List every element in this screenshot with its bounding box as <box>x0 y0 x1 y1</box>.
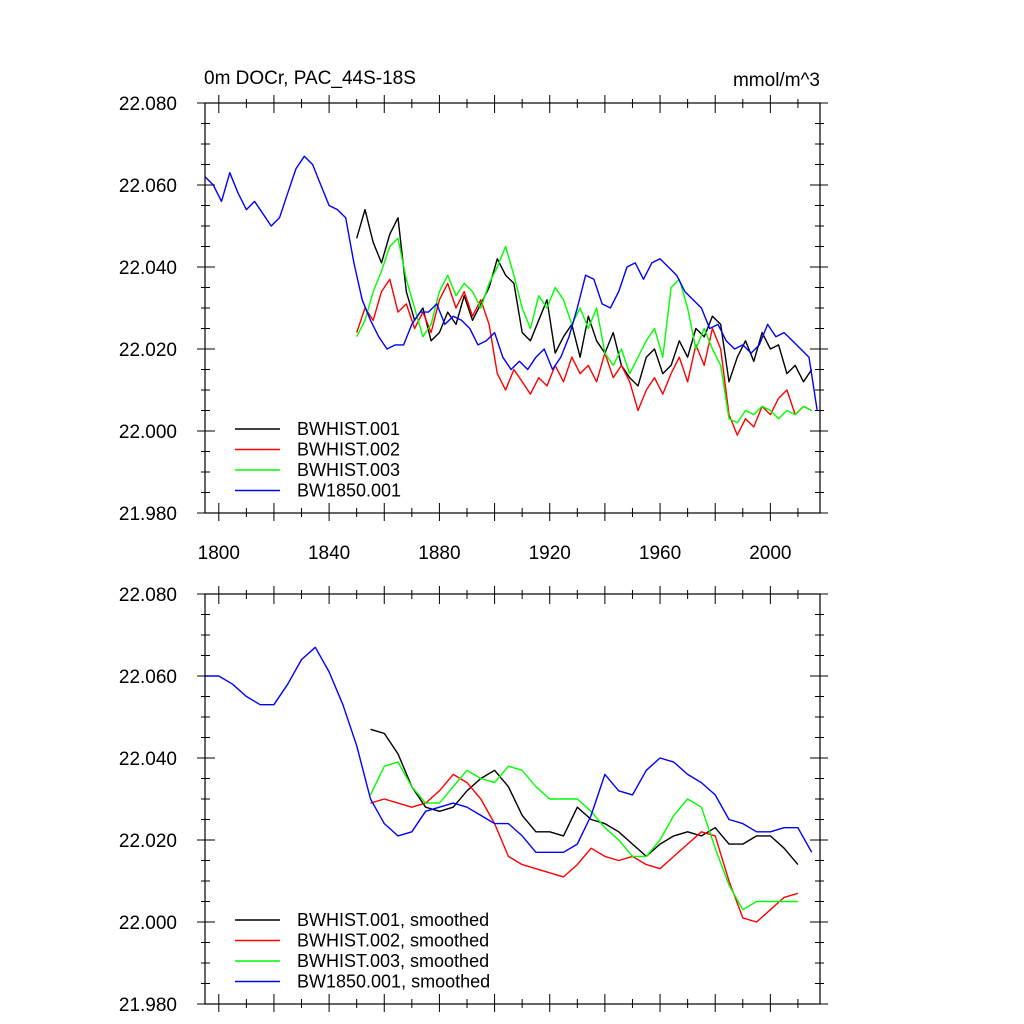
bottom-plot-frame <box>204 593 821 1005</box>
bottom-ytick-label: 22.040 <box>119 749 177 770</box>
top-ytick-label: 22.020 <box>119 340 177 361</box>
top-xtick-label: 1960 <box>639 543 681 564</box>
bottom-series-line-4 <box>205 646 813 853</box>
bottom-ytick-label: 21.980 <box>119 995 177 1016</box>
top-ytick-label: 22.000 <box>119 422 177 443</box>
top-ytick-label: 21.980 <box>119 504 177 525</box>
top-series-line-3 <box>356 237 813 424</box>
bottom-panel: 21.980 22.000 22.020 22.040 22.060 22.080 BWHI… <box>119 585 828 1016</box>
top-legend-label-1: BWHIST.001 <box>297 419 400 439</box>
bottom-ytick-label: 22.080 <box>119 585 177 606</box>
bottom-ytick-label: 22.020 <box>119 831 177 852</box>
top-legend-label-3: BWHIST.003 <box>297 460 400 480</box>
top-series-line-4 <box>204 155 818 411</box>
bottom-legend-label-2: BWHIST.002, smoothed <box>297 931 489 951</box>
bottom-series-line-2 <box>370 773 799 923</box>
top-panel: 0m DOCr, PAC_44S-18S mmol/m^3 21.980 22.0… <box>119 68 828 564</box>
top-legend-label-4: BW1850.001 <box>297 481 401 501</box>
top-plot-area: 21.980 22.000 22.020 22.040 22.060 22.080 1800… <box>119 94 828 564</box>
top-legend-label-2: BWHIST.002 <box>297 440 400 460</box>
top-xtick-label: 1800 <box>198 543 240 564</box>
bottom-plot-area: 21.980 22.000 22.020 22.040 22.060 22.080 BWHI… <box>119 585 828 1016</box>
top-plot-frame <box>204 102 821 514</box>
top-ytick-label: 22.040 <box>119 258 177 279</box>
top-xtick-label: 1840 <box>308 543 350 564</box>
top-series-line-2 <box>356 278 813 436</box>
bottom-legend-label-1: BWHIST.001, smoothed <box>297 910 489 930</box>
top-ytick-label: 22.060 <box>119 176 177 197</box>
top-xtick-label: 1880 <box>418 543 460 564</box>
top-title: 0m DOCr, PAC_44S-18S <box>204 68 416 89</box>
bottom-series-line-1 <box>370 728 799 866</box>
bottom-ytick-label: 22.060 <box>119 667 177 688</box>
top-units: mmol/m^3 <box>733 70 820 91</box>
bottom-series-line-3 <box>369 761 798 911</box>
bottom-legend-label-4: BW1850.001, smoothed <box>297 972 490 992</box>
top-ytick-label: 22.080 <box>119 94 177 115</box>
bottom-ytick-label: 22.000 <box>119 913 177 934</box>
top-series-line-1 <box>356 208 813 387</box>
bottom-legend-label-3: BWHIST.003, smoothed <box>297 951 489 971</box>
top-xtick-label: 2000 <box>749 543 791 564</box>
top-xtick-label: 1920 <box>529 543 571 564</box>
